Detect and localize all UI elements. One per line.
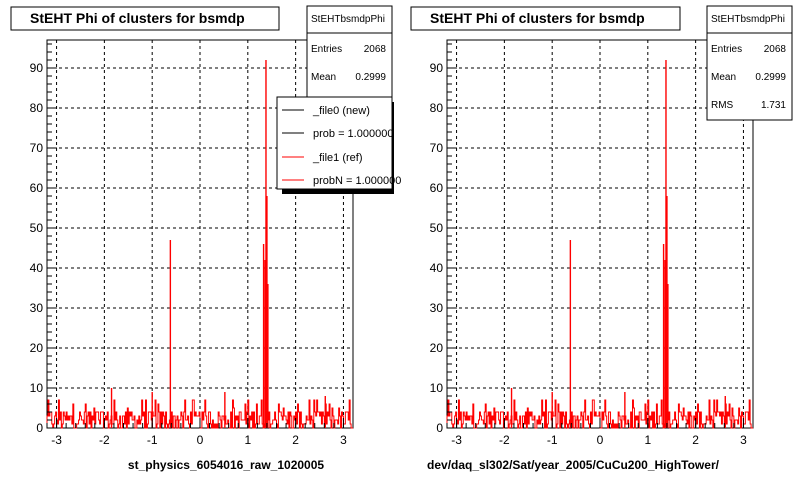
left-x-tick-label-0: -3	[51, 433, 62, 447]
left-chart-title: StEHT Phi of clusters for bsmdp	[30, 10, 245, 26]
right-x-axis-label: dev/daq_sl302/Sat/year_2005/CuCu200_High…	[427, 458, 720, 472]
right-x-tick-label-0: -3	[451, 433, 462, 447]
left-y-tick-label-1: 10	[30, 381, 44, 395]
legend-frame	[276, 96, 393, 190]
left-stats-name: StEHTbsmdpPhi	[311, 14, 385, 25]
right-y-tick-label-0: 0	[436, 421, 443, 435]
left-x-tick-label-5: 2	[292, 433, 299, 447]
left-y-tick-label-0: 0	[36, 421, 43, 435]
legend-label-file1: _file1 (ref)	[312, 152, 363, 164]
left-grid	[47, 40, 353, 428]
legend-label-file0: _file0 (new)	[312, 105, 370, 117]
left-stats-frame	[306, 5, 393, 103]
right-x-tick-label-6: 3	[740, 433, 747, 447]
left-y-tick-label-2: 20	[30, 341, 44, 355]
right-x-tick-label-3: 0	[597, 433, 604, 447]
right-y-tick-label-1: 10	[430, 381, 444, 395]
right-stats-mean-label: Mean	[711, 72, 736, 83]
left-stats-entries-label: Entries	[311, 44, 342, 55]
right-x-tick-label-1: -2	[499, 433, 510, 447]
left-bars	[46, 60, 353, 429]
right-stats-mean-value: 0.2999	[755, 72, 786, 83]
left-stats-mean-value: 0.2999	[355, 72, 386, 83]
right-y-tick-label-8: 80	[430, 101, 444, 115]
right-grid	[447, 40, 753, 428]
right-x-tick-label-2: -1	[547, 433, 558, 447]
right-stats-entries-value: 2068	[764, 44, 787, 55]
left-title-box	[10, 6, 280, 31]
left-stats-box: StEHTbsmdpPhi Entries 2068 Mean 0.2999	[306, 5, 393, 103]
left-y-ticks: 0 10 20 30 40 50 60 70 80 90	[30, 43, 57, 435]
legend-label-prob: prob = 1.000000	[313, 128, 393, 140]
left-y-tick-label-5: 50	[30, 221, 44, 235]
right-stats-box: StEHTbsmdpPhi Entries 2068 Mean 0.2999 R…	[706, 5, 793, 121]
right-y-tick-label-7: 70	[430, 141, 444, 155]
right-y-ticks: 0 10 20 30 40 50 60 70 80 90	[430, 43, 457, 435]
left-stats-entries-value: 2068	[364, 44, 387, 55]
right-stats-name: StEHTbsmdpPhi	[711, 14, 785, 25]
left-y-tick-label-3: 30	[30, 301, 44, 315]
left-stats-mean-label: Mean	[311, 72, 336, 83]
left-x-tick-label-1: -2	[99, 433, 110, 447]
left-y-tick-label-7: 70	[30, 141, 44, 155]
right-y-tick-label-9: 90	[430, 61, 444, 75]
right-stats-frame	[706, 5, 793, 121]
left-y-tick-label-4: 40	[30, 261, 44, 275]
right-chart-title: StEHT Phi of clusters for bsmdp	[430, 10, 645, 26]
left-x-tick-label-3: 0	[197, 433, 204, 447]
right-y-tick-label-5: 50	[430, 221, 444, 235]
legend-box: _file0 (new) prob = 1.000000 _file1 (ref…	[276, 96, 401, 194]
right-y-tick-label-4: 40	[430, 261, 444, 275]
right-title-box	[410, 6, 681, 31]
right-x-tick-label-5: 2	[692, 433, 699, 447]
left-y-tick-label-6: 60	[30, 181, 44, 195]
right-bars	[446, 60, 753, 429]
right-chart-panel: 0 10 20 30 40 50 60 70 80 90 -3 -2 -1 0 1 2 3 StEHT Phi…	[410, 5, 793, 472]
legend-label-probn: probN = 1.000000	[313, 175, 401, 187]
left-x-tick-label-2: -1	[147, 433, 158, 447]
right-stats-entries-label: Entries	[711, 44, 742, 55]
right-y-tick-label-2: 20	[430, 341, 444, 355]
left-x-tick-label-6: 3	[340, 433, 347, 447]
left-histogram-baseline	[46, 399, 353, 429]
left-y-tick-label-9: 90	[30, 61, 44, 75]
right-x-ticks: -3 -2 -1 0 1 2 3	[446, 418, 747, 447]
left-chart-panel: 0 10 20 30 40 50 60 70 80 90 -3 -2 -1 0 1 2 3 StEHT Phi…	[10, 5, 401, 472]
left-x-tick-label-4: 1	[244, 433, 251, 447]
right-stats-rms-value: 1.731	[761, 100, 786, 111]
left-x-ticks: -3 -2 -1 0 1 2 3	[46, 418, 347, 447]
right-y-tick-label-3: 30	[430, 301, 444, 315]
right-x-tick-label-4: 1	[644, 433, 651, 447]
right-stats-rms-label: RMS	[711, 100, 734, 111]
right-y-tick-label-6: 60	[430, 181, 444, 195]
left-y-tick-label-8: 80	[30, 101, 44, 115]
right-histogram-baseline	[446, 399, 753, 429]
left-x-axis-label: st_physics_6054016_raw_1020005	[128, 458, 324, 472]
